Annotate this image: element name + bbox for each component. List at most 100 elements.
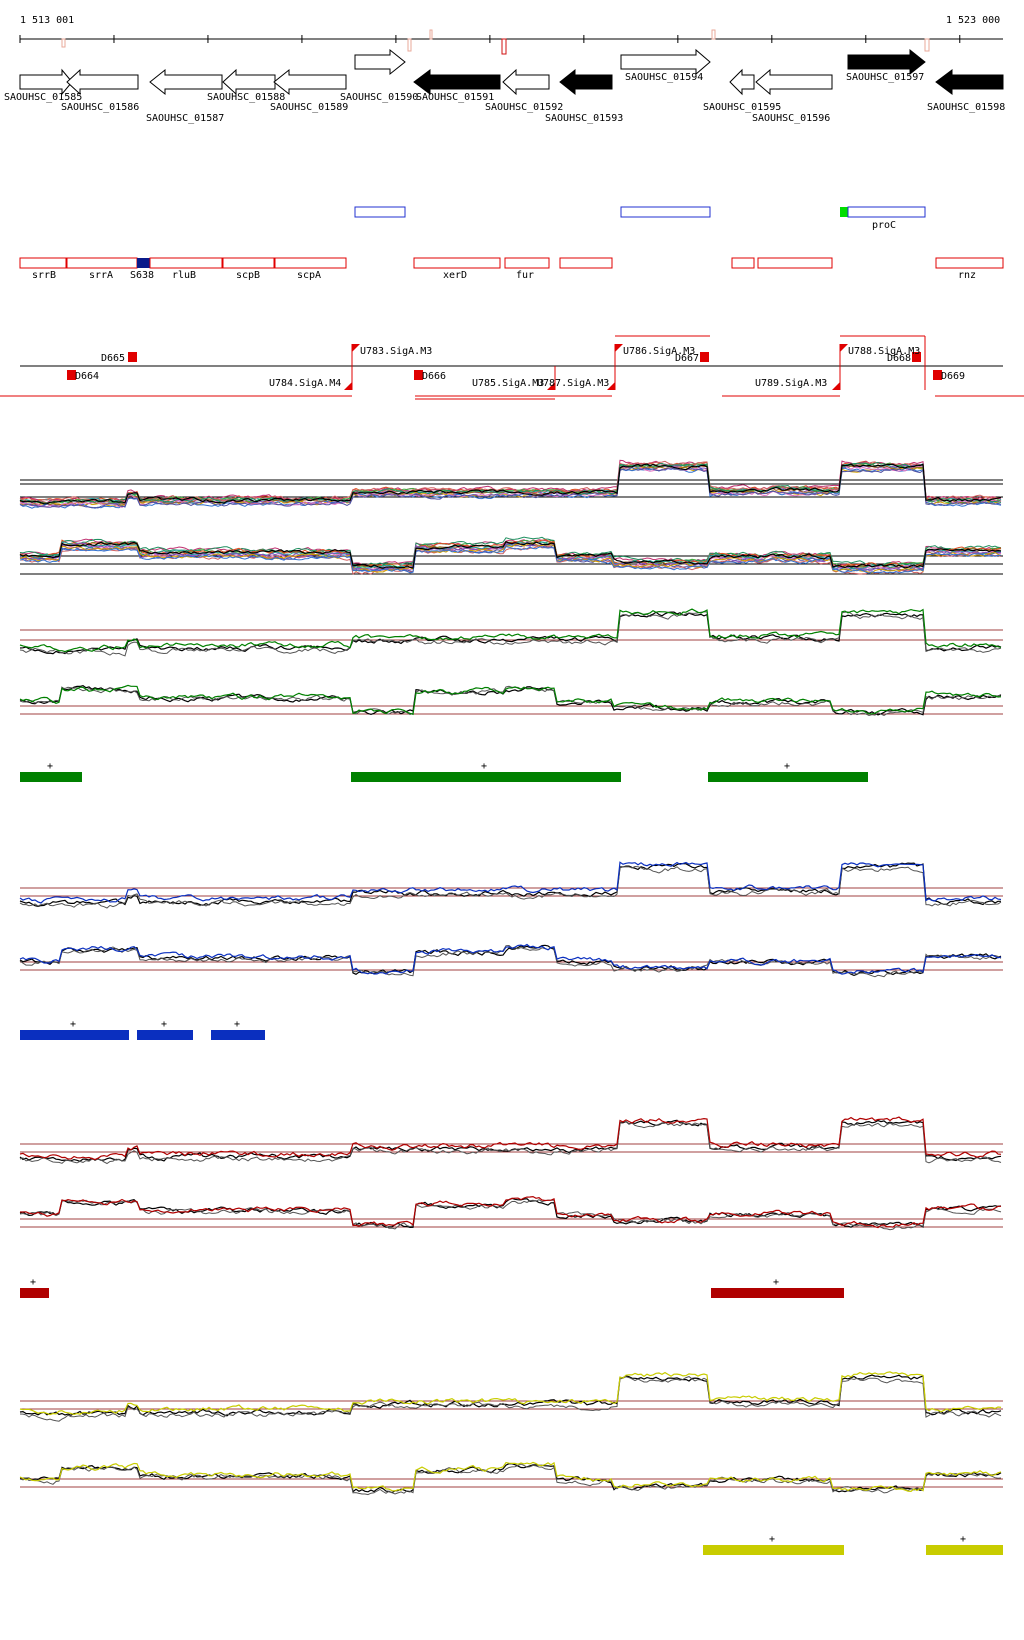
- gene-arrow: [847, 48, 926, 76]
- gene-label: SAOUHSC_01597: [846, 72, 924, 83]
- gene-arrow: [66, 68, 139, 96]
- feature-marker: [67, 370, 76, 380]
- gene-arrow: [935, 69, 1004, 95]
- gene-SAOUHSC_01589[interactable]: SAOUHSC_01589: [270, 68, 348, 113]
- expression-trace: [19, 536, 1002, 567]
- segment-marker: +: [784, 761, 790, 772]
- annotation-box[interactable]: [559, 257, 613, 269]
- feature-label: U786.SigA.M3: [623, 346, 695, 357]
- gene-arrow: [729, 68, 755, 96]
- expression-trace: [19, 684, 1002, 716]
- expression-trace: [19, 463, 1002, 505]
- gene-SAOUHSC_01598[interactable]: SAOUHSC_01598: [927, 69, 1005, 113]
- gene-SAOUHSC_01594[interactable]: SAOUHSC_01594: [620, 48, 711, 83]
- segment-bar[interactable]: [20, 1030, 129, 1040]
- feature-label: D665: [101, 353, 125, 364]
- tss-flag: [840, 344, 848, 352]
- tss-flag: [832, 382, 840, 390]
- annotation-box-s638[interactable]: [137, 258, 150, 268]
- gene-SAOUHSC_01590[interactable]: SAOUHSC_01590: [340, 48, 418, 103]
- expression-trace: [19, 541, 1002, 570]
- gene-SAOUHSC_01588[interactable]: SAOUHSC_01588: [207, 68, 285, 103]
- gene-label: SAOUHSC_01593: [545, 113, 623, 124]
- feature-label: U785.SigA.M3: [472, 378, 544, 389]
- gene-SAOUHSC_01586[interactable]: SAOUHSC_01586: [61, 68, 139, 113]
- expression-trace: [19, 861, 1002, 904]
- gene-SAOUHSC_01591[interactable]: SAOUHSC_01591: [413, 69, 501, 103]
- annotation-box[interactable]: [274, 257, 347, 269]
- gene-name-srrA: srrA: [89, 270, 113, 281]
- gene-arrow: [149, 68, 223, 96]
- gene-SAOUHSC_01592[interactable]: SAOUHSC_01592: [485, 68, 563, 113]
- feature-label: D666: [422, 371, 446, 382]
- gene-SAOUHSC_01595[interactable]: SAOUHSC_01595: [703, 68, 781, 113]
- expression-panel-yellow: [19, 1371, 1003, 1496]
- expression-trace: [19, 862, 1001, 908]
- expression-trace: [19, 611, 1002, 657]
- annotation-box[interactable]: [19, 257, 67, 269]
- segment-bar[interactable]: [137, 1030, 193, 1040]
- gene-name-srrB: srrB: [32, 270, 56, 281]
- gene-label: SAOUHSC_01596: [752, 113, 830, 124]
- annotation-box[interactable]: [222, 257, 275, 269]
- annotation-box[interactable]: [504, 257, 550, 269]
- expression-panel-blue: [19, 861, 1003, 978]
- expression-trace: [19, 465, 1002, 508]
- gene-label: SAOUHSC_01594: [625, 72, 703, 83]
- segments-red: + +: [20, 1277, 844, 1298]
- expression-trace: [19, 684, 1002, 716]
- annotation-box[interactable]: [731, 257, 755, 269]
- gene-label: SAOUHSC_01585: [4, 92, 82, 103]
- segment-bar[interactable]: [20, 772, 82, 782]
- segment-bar[interactable]: [926, 1545, 1003, 1555]
- segment-bar[interactable]: [711, 1288, 844, 1298]
- gene-SAOUHSC_01597[interactable]: SAOUHSC_01597: [846, 48, 926, 83]
- gene-SAOUHSC_01596[interactable]: SAOUHSC_01596: [752, 68, 833, 124]
- gene-name-scpA: scpA: [297, 270, 321, 281]
- feature-marker: [128, 352, 137, 362]
- gene-SAOUHSC_01587[interactable]: SAOUHSC_01587: [146, 68, 224, 124]
- annotation-box[interactable]: [413, 257, 501, 269]
- segment-bar[interactable]: [211, 1030, 265, 1040]
- annotation-box[interactable]: [935, 257, 1004, 269]
- segment-bar[interactable]: [20, 1288, 49, 1298]
- feature-label: D664: [75, 371, 99, 382]
- gene-SAOUHSC_01585[interactable]: SAOUHSC_01585: [4, 68, 82, 103]
- annotation-box[interactable]: [757, 257, 833, 269]
- annotation-box[interactable]: [620, 206, 711, 218]
- tss-flag: [615, 344, 623, 352]
- gene-arrow: [502, 68, 550, 96]
- expression-trace: [19, 542, 1002, 574]
- gene-SAOUHSC_01593[interactable]: SAOUHSC_01593: [545, 68, 623, 124]
- feature-marker: [933, 370, 942, 380]
- annotation-box[interactable]: [66, 257, 138, 269]
- coordinate-ruler: 1 513 001 1 523 000: [19, 15, 1003, 55]
- segment-bar[interactable]: [703, 1545, 844, 1555]
- transcript-feature-track: D665 U783.SigA.M3 U786.SigA.M3 D667 U788…: [0, 335, 1024, 400]
- expression-trace: [19, 1376, 1002, 1422]
- gene-name-fur: fur: [516, 270, 534, 281]
- segments-green: + + +: [20, 761, 868, 782]
- tss-flag: [344, 382, 352, 390]
- gene-name-proC: proC: [872, 220, 896, 231]
- feature-label: D668: [887, 353, 911, 364]
- segments-blue: + + +: [20, 1019, 265, 1040]
- expression-trace: [19, 540, 1002, 569]
- expression-trace: [19, 1374, 1002, 1417]
- gene-label: SAOUHSC_01589: [270, 102, 348, 113]
- annotation-box-proc[interactable]: [847, 206, 926, 218]
- gene-label: SAOUHSC_01591: [416, 92, 494, 103]
- expression-panel-all-conditions: [19, 459, 1003, 575]
- gene-name-rluB: rluB: [172, 270, 196, 281]
- annotation-box-proc-start: [840, 207, 848, 217]
- feature-label: U783.SigA.M3: [360, 346, 432, 357]
- annotation-box[interactable]: [354, 206, 406, 218]
- segment-bar[interactable]: [351, 772, 621, 782]
- annotation-box[interactable]: [149, 257, 223, 269]
- gene-name-scpB: scpB: [236, 270, 260, 281]
- expression-trace: [19, 1371, 1002, 1416]
- tss-flag: [352, 344, 360, 352]
- expression-trace: [19, 944, 1002, 978]
- segment-bar[interactable]: [708, 772, 868, 782]
- gene-arrow: [620, 48, 711, 76]
